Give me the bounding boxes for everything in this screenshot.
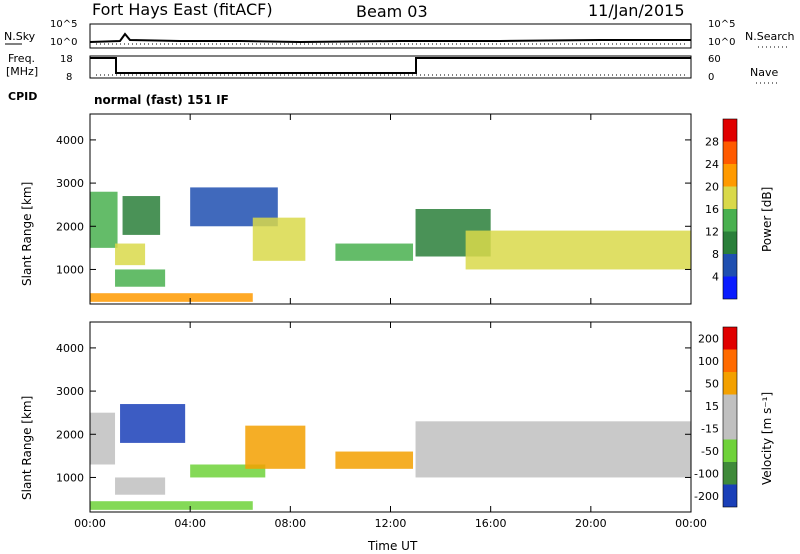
velocity-colorbar-tick: 100 (698, 355, 719, 368)
date-title: 11/Jan/2015 (588, 1, 685, 20)
velocity-ytick-label: 1000 (56, 471, 84, 484)
velocity-colorbar-tick: -200 (694, 490, 719, 503)
velocity-xtick-label: 20:00 (575, 517, 607, 530)
freq-unit-label: [MHz] (6, 65, 39, 78)
xaxis-title: Time UT (368, 539, 418, 553)
velocity-xtick-label: 04:00 (174, 517, 206, 530)
velocity-xtick-label: 08:00 (274, 517, 306, 530)
nsky-tick-top: 10^5 (50, 19, 78, 30)
velocity-ytick-label: 3000 (56, 385, 84, 398)
velocity-colorbar-segment (723, 372, 737, 395)
power-band (122, 196, 161, 235)
power-ytick-label: 4000 (56, 134, 84, 147)
power-chart: 1000 2000 3000 4000 4 8 12 16 20 24 28 (56, 113, 738, 305)
power-band (252, 217, 306, 261)
power-colorbar-segment (723, 141, 737, 164)
velocity-colorbar-segment (723, 417, 737, 440)
velocity-xtick-label: 00:00 (675, 517, 707, 530)
freq-tick-top: 18 (60, 54, 73, 65)
velocity-band (115, 477, 166, 495)
power-colorbar-tick: 4 (712, 271, 719, 284)
power-band (335, 243, 414, 261)
power-colorbar-segment (723, 276, 737, 299)
nsearch-tick-top: 10^5 (708, 19, 736, 30)
power-ytick-label: 3000 (56, 177, 84, 190)
velocity-ytick-label: 4000 (56, 342, 84, 355)
station-title: Fort Hays East (fitACF) (92, 0, 273, 19)
velocity-band (415, 421, 691, 478)
nsearch-label: N.Search (745, 30, 795, 43)
power-band (90, 293, 253, 302)
power-colorbar-segment (723, 186, 737, 209)
velocity-colorbar-tick: 15 (705, 400, 719, 413)
velocity-band (90, 501, 253, 510)
power-colorbar-tick: 20 (705, 181, 719, 194)
velocity-colorbar-tick: -50 (701, 445, 719, 458)
freq-label: Freq. (8, 52, 36, 65)
velocity-band (335, 451, 414, 469)
power-colorbar-segment (723, 231, 737, 254)
nave-label: Nave (750, 66, 779, 79)
velocity-colorbar-segment (723, 394, 737, 417)
nsearch-tick-bottom: 10^0 (708, 37, 736, 48)
velocity-colorbar-segment (723, 439, 737, 462)
power-band (90, 191, 118, 248)
power-colorbar-segment (723, 164, 737, 187)
power-ytick-label: 2000 (56, 220, 84, 233)
nsky-panel (5, 23, 692, 49)
velocity-colorbar-tick: -100 (694, 467, 719, 480)
velocity-colorbar-segment (723, 484, 737, 507)
power-colorbar-segment (723, 119, 737, 142)
velocity-colorbar-frame (722, 326, 738, 508)
power-colorbar-label: Power [dB] (760, 186, 774, 252)
power-band (115, 243, 146, 266)
nave-tick-top: 60 (708, 54, 721, 65)
nsky-label: N.Sky (4, 30, 36, 43)
nave-legend-mark (756, 82, 780, 84)
power-band (465, 230, 691, 270)
power-ytick-label: 1000 (56, 263, 84, 276)
velocity-colorbar-tick: 200 (698, 332, 719, 345)
power-colorbar-tick: 12 (705, 226, 719, 239)
power-colorbar-tick: 28 (705, 136, 719, 149)
velocity-colorbar-segment (723, 327, 737, 350)
velocity-colorbar-tick: 50 (705, 377, 719, 390)
power-colorbar-segment (723, 254, 737, 277)
power-colorbar-frame (722, 118, 738, 300)
velocity-ytick-label: 2000 (56, 428, 84, 441)
power-ylabel: Slant Range [km] (20, 181, 34, 286)
nsearch-legend-mark (758, 46, 788, 48)
power-colorbar-tick: 16 (705, 203, 719, 216)
power-frame (89, 113, 692, 305)
freq-panel (89, 55, 692, 79)
velocity-band (245, 425, 306, 469)
cpid-mode: normal (fast) 151 IF (94, 93, 229, 107)
velocity-colorbar-segment (723, 462, 737, 485)
velocity-ylabel: Slant Range [km] (20, 395, 34, 500)
power-colorbar-segment (723, 209, 737, 232)
beam-title: Beam 03 (356, 2, 428, 21)
velocity-band (90, 412, 116, 465)
velocity-colorbar-label: Velocity [m s⁻¹] (760, 391, 774, 485)
velocity-xtick-label: 00:00 (74, 517, 106, 530)
velocity-colorbar-tick: -15 (701, 422, 719, 435)
velocity-chart: 1000 2000 3000 4000 00:00 04:00 08:00 12:00 16:0… (56, 321, 738, 530)
power-colorbar-tick: 24 (705, 158, 719, 171)
velocity-xtick-label: 16:00 (475, 517, 507, 530)
velocity-colorbar-segment (723, 349, 737, 372)
nave-tick-bottom: 0 (708, 72, 715, 83)
velocity-xtick-label: 12:00 (375, 517, 407, 530)
velocity-band (120, 404, 186, 443)
cpid-label: CPID (8, 90, 38, 103)
nsky-tick-bottom: 10^0 (50, 37, 78, 48)
power-band (115, 269, 166, 287)
power-colorbar-tick: 8 (712, 248, 719, 261)
freq-tick-bottom: 8 (66, 72, 73, 83)
